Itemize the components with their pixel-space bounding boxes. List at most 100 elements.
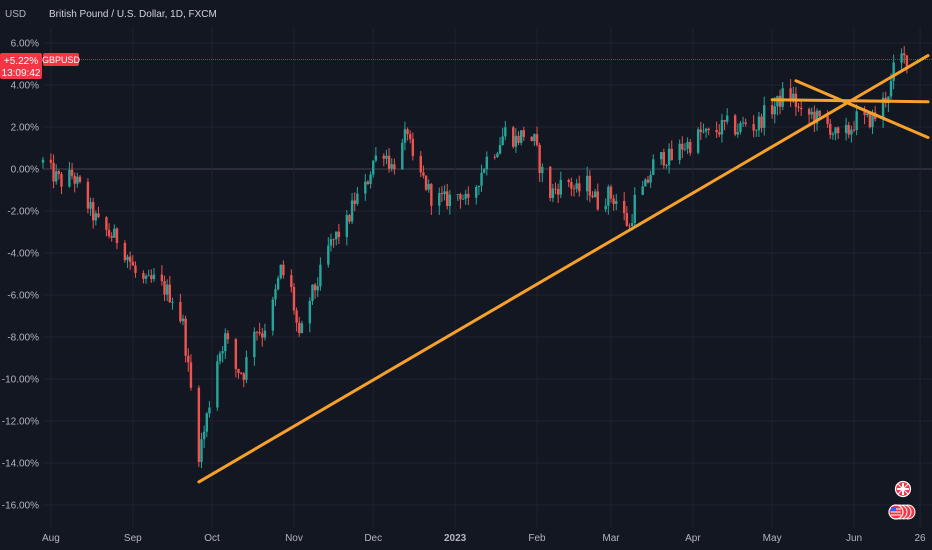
candle [834, 126, 837, 141]
candle-body [467, 193, 470, 198]
candle [200, 432, 203, 469]
candle-body [852, 129, 856, 131]
candle [86, 178, 90, 214]
candle [641, 181, 644, 196]
candle [755, 129, 758, 137]
candle [633, 187, 636, 228]
candle [485, 151, 489, 176]
candle [464, 189, 467, 205]
unit-label: USD [5, 9, 26, 20]
candle [512, 126, 515, 149]
candle-body [807, 109, 811, 115]
x-tick-label: Sep [124, 533, 142, 544]
candle-body [501, 136, 504, 146]
candle [258, 322, 261, 336]
candle-body [274, 289, 277, 300]
x-tick-label: 26 [915, 533, 927, 544]
candle-body [829, 123, 832, 135]
candle-body [332, 239, 335, 241]
candle [522, 126, 526, 141]
candle-body [604, 205, 607, 210]
y-tick-label: -14.00% [2, 459, 39, 470]
candle-body [517, 135, 520, 143]
candle-body [733, 115, 737, 135]
candle [699, 121, 703, 140]
candle-body [718, 132, 721, 135]
candle-body [350, 200, 354, 222]
event-markers[interactable] [888, 480, 916, 520]
candle [649, 170, 652, 188]
symbol-tag-label: GBPUSD [42, 55, 81, 65]
candle [150, 269, 153, 283]
candle [778, 89, 782, 115]
candle-body [665, 165, 668, 167]
candle [184, 315, 187, 363]
candle [237, 368, 240, 379]
x-axis: Aug Sep Oct Nov Dec 2023 Feb Mar Apr May Jun 26 [42, 533, 926, 544]
candle-body [271, 299, 275, 331]
candle [187, 348, 190, 372]
candle [810, 107, 813, 120]
candle-body [393, 164, 396, 170]
candle-body [202, 431, 206, 440]
trendline [794, 79, 930, 139]
candle [52, 154, 55, 189]
price-tag-countdown: 13:09:42 [2, 68, 41, 79]
candle [467, 186, 470, 206]
candle [128, 251, 132, 270]
candle [387, 148, 391, 173]
candle [105, 216, 108, 237]
candle-body [263, 330, 267, 338]
candle [335, 231, 338, 246]
candle-body [89, 202, 92, 209]
candle-body [152, 274, 156, 280]
candle [480, 164, 483, 192]
candle-body [411, 138, 415, 156]
candle-body [704, 128, 708, 132]
candle-body [900, 53, 903, 63]
price-tag-value: +5.22% [4, 56, 38, 67]
candle [514, 128, 518, 153]
y-tick-label: 6.00% [11, 39, 39, 50]
candle [504, 120, 507, 141]
symbol-title[interactable]: British Pound / U.S. Dollar, 1D, FXCM [49, 9, 217, 20]
candle-body [844, 125, 848, 134]
candle-body [179, 301, 182, 322]
candle-body [443, 191, 446, 195]
candle-body [55, 171, 58, 182]
candle [142, 270, 145, 284]
candle-body [797, 106, 800, 108]
candle [498, 137, 502, 155]
candle-body [760, 116, 763, 128]
candle [224, 328, 227, 360]
x-tick-label: Jun [846, 533, 862, 544]
candle-body [366, 181, 370, 184]
candle-body [461, 198, 465, 200]
candle-body [678, 143, 681, 161]
candle-body [744, 122, 747, 124]
candle-body [649, 174, 652, 183]
candle-body [522, 130, 526, 137]
candle [652, 154, 655, 175]
candle-body [586, 175, 589, 192]
candle-body [261, 333, 264, 338]
candle-body [593, 191, 597, 198]
candle-body [401, 142, 404, 170]
candle-body [409, 134, 412, 139]
candle-body [308, 301, 312, 324]
candle [517, 131, 520, 146]
price-tag-box [0, 53, 42, 79]
candle-body [430, 184, 433, 206]
candle [70, 162, 74, 180]
candle-body [160, 274, 164, 282]
candle [477, 185, 481, 195]
candle-body [739, 123, 742, 132]
flag-icon-us-stack[interactable] [888, 504, 916, 520]
candle-body [218, 353, 222, 362]
x-tick-label: Oct [204, 533, 220, 544]
candle-body [667, 148, 671, 166]
candle-body [889, 80, 893, 97]
candle [905, 55, 909, 74]
flag-icon-uk[interactable] [894, 480, 912, 498]
candle-body [387, 155, 391, 169]
